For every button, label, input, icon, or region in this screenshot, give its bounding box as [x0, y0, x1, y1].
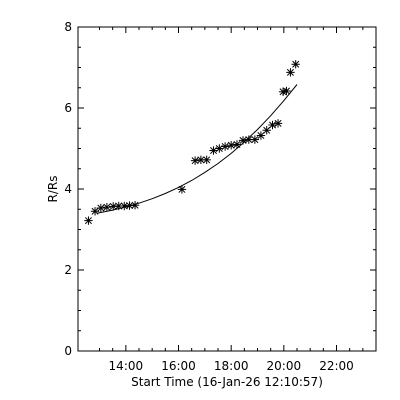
x-tick-label: 14:00 — [109, 359, 144, 373]
plot-frame — [77, 26, 377, 352]
fit-curve-group — [96, 84, 298, 214]
y-tick-label: 4 — [64, 182, 72, 196]
data-point — [190, 156, 200, 165]
data-point — [196, 155, 206, 165]
y-tick-label: 6 — [64, 101, 72, 115]
data-point — [268, 120, 277, 130]
y-tick-label: 0 — [64, 344, 72, 358]
x-axis-label: Start Time (16-Jan-26 12:10:57) — [131, 375, 323, 389]
data-point — [282, 86, 291, 96]
y-tick-label: 8 — [64, 20, 72, 34]
data-point — [226, 141, 236, 150]
x-tick-label: 18:00 — [214, 359, 249, 373]
data-point — [130, 201, 140, 210]
data-point — [238, 136, 248, 145]
data-point — [209, 146, 218, 155]
data-points-group — [84, 60, 300, 225]
x-tick-label: 22:00 — [319, 359, 354, 373]
y-tick-label: 2 — [64, 263, 72, 277]
x-tick-label: 20:00 — [267, 359, 302, 373]
data-point — [273, 119, 283, 128]
data-point — [256, 131, 266, 140]
y-axis-ticks: 0 2 4 6 8 — [64, 20, 376, 358]
data-point — [102, 203, 112, 212]
data-point — [202, 155, 211, 165]
data-point — [291, 60, 300, 69]
data-point — [286, 68, 295, 77]
data-point — [215, 144, 224, 153]
x-axis-ticks: 14:00 16:00 18:00 20:00 22:00 — [99, 27, 364, 373]
data-point — [262, 126, 271, 135]
data-point — [84, 216, 93, 225]
x-tick-label: 16:00 — [161, 359, 196, 373]
data-point — [250, 135, 260, 144]
fit-curve — [96, 84, 298, 214]
data-point — [96, 203, 106, 213]
data-point — [177, 185, 187, 194]
data-point — [220, 142, 230, 151]
y-axis-label: R/Rs — [46, 176, 60, 203]
data-point — [232, 140, 242, 149]
